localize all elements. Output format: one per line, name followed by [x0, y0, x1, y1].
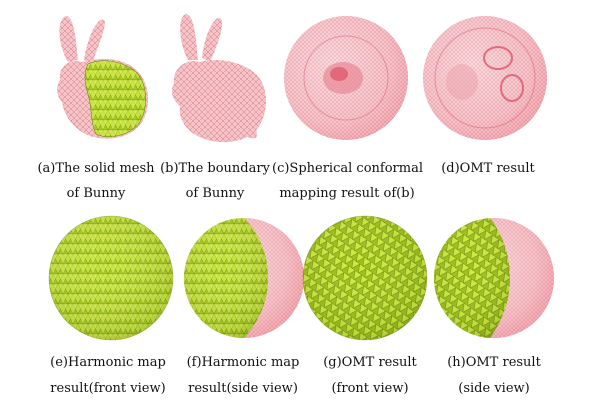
caption-g-line1: (g)OMT result — [323, 355, 417, 370]
panel-h-omt-side — [434, 214, 554, 342]
caption-b-line2: of Bunny — [185, 186, 245, 201]
caption-g-line2: (front view) — [331, 381, 409, 396]
caption-d-line1: (d)OMT result — [441, 161, 535, 176]
caption-c-line2: mapping result of(b) — [279, 186, 415, 201]
caption-e-line1: (e)Harmonic map — [50, 355, 166, 370]
spherical-conformal-image — [284, 16, 408, 140]
solid-mesh-bunny-image — [57, 16, 149, 139]
omt-result-sphere-image — [423, 16, 547, 140]
caption-c-line1: (c)Spherical conformal — [272, 161, 423, 176]
panel-f-harmonic-side — [184, 214, 304, 342]
caption-h-line1: (h)OMT result — [447, 355, 541, 370]
panel-c-spherical-conformal — [281, 10, 411, 150]
panel-a-solid-mesh-bunny — [38, 10, 158, 150]
caption-b-line1: (b)The boundary — [160, 161, 270, 176]
caption-a-line2: of Bunny — [66, 186, 126, 201]
panel-g-omt-front — [302, 214, 428, 342]
caption-h-line2: (side view) — [458, 381, 530, 396]
omt-side-image — [434, 218, 554, 338]
caption-f-line1: (f)Harmonic map — [186, 355, 300, 370]
omt-front-image — [302, 215, 428, 341]
panel-d-omt-result — [420, 10, 550, 150]
harmonic-side-image — [184, 218, 304, 338]
harmonic-front-image — [48, 215, 174, 341]
caption-e-line2: result(front view) — [50, 381, 166, 396]
panel-e-harmonic-front — [48, 214, 174, 342]
boundary-bunny-image — [172, 14, 266, 143]
caption-f-line2: result(side view) — [188, 381, 298, 396]
panel-b-boundary-bunny — [160, 10, 280, 150]
caption-a-line1: (a)The solid mesh — [37, 161, 155, 176]
